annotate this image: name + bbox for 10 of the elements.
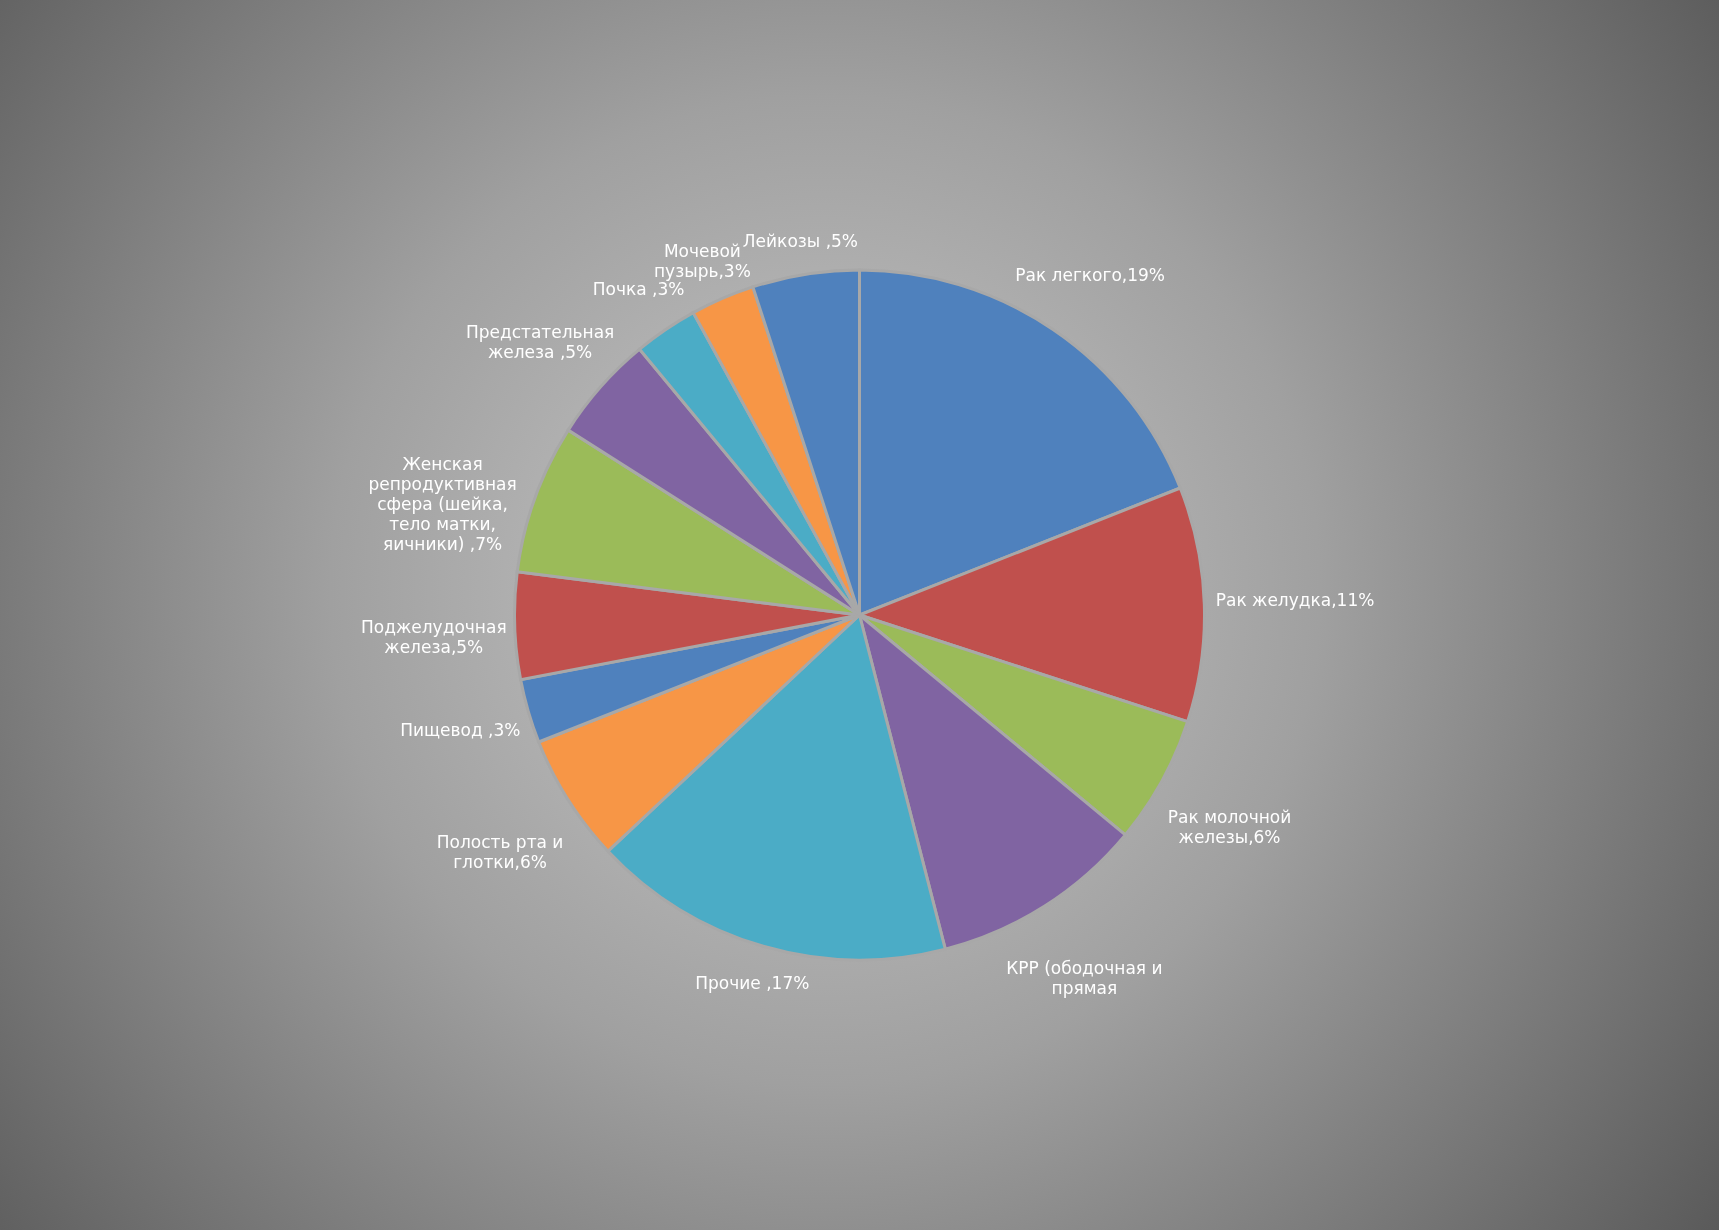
slice-label: КРР (ободочная и прямая (1006, 958, 1163, 999)
slice-label: Рак молочной железы,6% (1167, 807, 1292, 848)
slice-label: Женская репродуктивная сфера (шейка, тело матки, яичники) ,7% (368, 453, 517, 554)
slice-label: Рак желудка,11% (1215, 590, 1375, 611)
slice-label: Полость рта и глотки,6% (436, 832, 564, 873)
slice-label: Предстательная железа ,5% (465, 322, 615, 363)
slice-label: Рак легкого,19% (1015, 264, 1165, 285)
slice-label: Пищевод ,3% (400, 719, 521, 740)
slice-label: Поджелудочная железа,5% (361, 617, 507, 658)
slice-label: Прочие ,17% (695, 973, 810, 993)
